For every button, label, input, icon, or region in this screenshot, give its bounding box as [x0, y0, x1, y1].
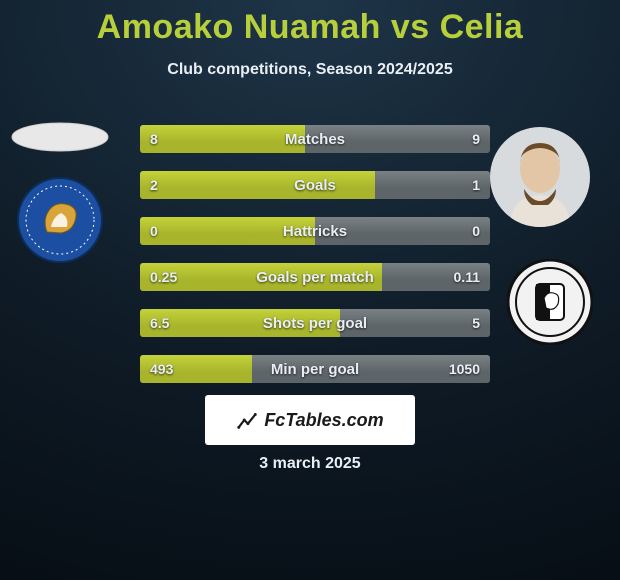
stat-row: Matches89: [140, 125, 490, 153]
date-label: 3 march 2025: [0, 455, 620, 473]
stat-bar-right: [252, 355, 490, 383]
stat-bar-left: [140, 125, 305, 153]
stat-row: Goals21: [140, 171, 490, 199]
club-badge-icon: [17, 177, 103, 263]
stat-bar-left: [140, 309, 340, 337]
stat-bar-left: [140, 263, 382, 291]
player-avatar-icon: [490, 127, 590, 227]
stat-bar-right: [382, 263, 491, 291]
stat-bar-left: [140, 217, 315, 245]
left-club-logo: [17, 177, 103, 263]
club-badge-icon: [507, 259, 593, 345]
right-club-logo: [507, 259, 593, 345]
left-player-photo: [10, 124, 110, 150]
stat-row: Hattricks00: [140, 217, 490, 245]
right-player-photo: [490, 127, 590, 227]
stat-row: Min per goal4931050: [140, 355, 490, 383]
comparison-card: Amoako Nuamah vs Celia Club competitions…: [0, 0, 620, 580]
stat-bar-right: [340, 309, 491, 337]
silhouette-icon: [10, 117, 110, 157]
stat-bar-right: [315, 217, 490, 245]
stat-row: Goals per match0.250.11: [140, 263, 490, 291]
stat-bar-left: [140, 171, 375, 199]
stat-row: Shots per goal6.55: [140, 309, 490, 337]
watermark-badge: FcTables.com: [205, 395, 415, 445]
stats-icon: [236, 409, 258, 431]
watermark-text: FcTables.com: [264, 410, 383, 431]
page-title: Amoako Nuamah vs Celia: [0, 0, 620, 47]
stat-bar-right: [305, 125, 491, 153]
stat-bar-right: [375, 171, 491, 199]
stat-bar-left: [140, 355, 252, 383]
stats-table: Matches89 Goals21 Hattricks00 Goals per mat…: [140, 125, 490, 401]
subtitle: Club competitions, Season 2024/2025: [0, 61, 620, 79]
